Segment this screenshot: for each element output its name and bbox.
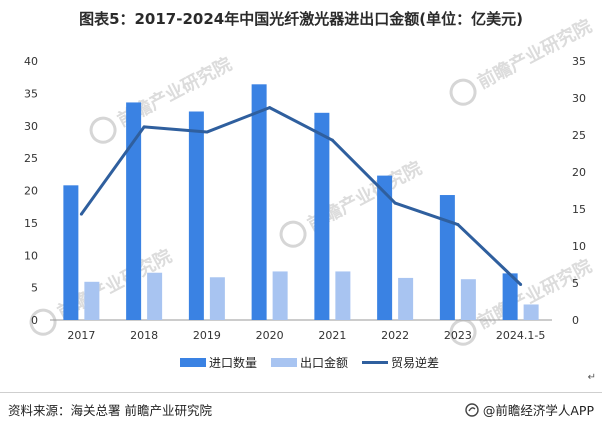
y-right-tick-label: 0 bbox=[572, 314, 579, 327]
y-left-tick-label: 40 bbox=[24, 55, 38, 68]
legend-item-import: 进口数量 bbox=[180, 354, 257, 371]
watermark-logo-icon bbox=[29, 308, 57, 336]
y-right-tick-label: 30 bbox=[572, 92, 586, 105]
source-note: 资料来源：海关总署 前瞻产业研究院 bbox=[8, 403, 212, 418]
watermark-logo-icon bbox=[449, 78, 477, 106]
x-tick-label: 2019 bbox=[193, 329, 221, 342]
export-bar bbox=[335, 271, 351, 320]
y-right-tick-label: 5 bbox=[572, 277, 579, 290]
y-right-tick-label: 20 bbox=[572, 166, 586, 179]
import-bar bbox=[314, 112, 330, 320]
y-right-tick-label: 10 bbox=[572, 240, 586, 253]
y-right-tick-label: 15 bbox=[572, 203, 586, 216]
brand-logo-icon bbox=[465, 402, 479, 417]
import-bar bbox=[251, 84, 267, 320]
axes-layer: 0 5 10 15 20 25 30 35 40 0 5 10 15 20 25 30 35 2017 2018 20… bbox=[24, 55, 586, 342]
x-tick-label: 2021 bbox=[318, 329, 346, 342]
import-bar bbox=[377, 175, 393, 320]
deficit-point bbox=[142, 125, 146, 129]
y-left-tick-label: 20 bbox=[24, 185, 38, 198]
x-tick-label: 2023 bbox=[444, 329, 472, 342]
export-bar bbox=[147, 272, 163, 320]
import-bar bbox=[126, 102, 142, 320]
y-right-tick-label: 25 bbox=[572, 129, 586, 142]
watermark-logo-icon bbox=[449, 318, 477, 346]
legend-item-deficit: 贸易逆差 bbox=[362, 354, 439, 371]
export-bar bbox=[209, 277, 225, 320]
x-tick-label: 2020 bbox=[256, 329, 284, 342]
legend-swatch-deficit bbox=[362, 361, 388, 364]
y-left-tick-label: 10 bbox=[24, 249, 38, 262]
export-bar bbox=[272, 271, 288, 320]
deficit-point bbox=[519, 282, 523, 286]
export-bar bbox=[84, 281, 100, 320]
y-left-tick-label: 35 bbox=[24, 87, 38, 100]
brand-credit: @前瞻经济学人APP bbox=[465, 400, 594, 419]
deficit-point bbox=[205, 130, 209, 134]
return-mark-icon: ↵ bbox=[587, 372, 596, 383]
import-bar bbox=[188, 111, 204, 320]
footer-divider bbox=[0, 392, 602, 393]
y-right-tick-label: 35 bbox=[572, 55, 586, 68]
x-tick-label: 2022 bbox=[381, 329, 409, 342]
watermark-logo-icon bbox=[279, 220, 307, 248]
deficit-point bbox=[393, 201, 397, 205]
import-bar bbox=[63, 185, 79, 320]
legend-label-import: 进口数量 bbox=[209, 356, 258, 370]
chart-title: 图表5：2017-2024年中国光纤激光器进出口金额(单位：亿美元) bbox=[79, 10, 523, 28]
deficit-point bbox=[330, 138, 334, 142]
legend-label-export: 出口金额 bbox=[300, 356, 349, 370]
legend-item-export: 出口金额 bbox=[271, 354, 348, 371]
export-bar bbox=[523, 304, 539, 320]
deficit-point bbox=[79, 212, 83, 216]
x-tick-label: 2018 bbox=[130, 329, 158, 342]
export-bar bbox=[460, 279, 476, 320]
y-left-tick-label: 5 bbox=[31, 282, 38, 295]
x-tick-label: 2017 bbox=[67, 329, 95, 342]
watermark: 前瞻产业研究院 bbox=[89, 53, 235, 144]
watermark-logo-icon bbox=[89, 116, 117, 144]
deficit-point bbox=[268, 106, 272, 110]
legend-swatch-import bbox=[180, 358, 206, 367]
y-left-tick-label: 25 bbox=[24, 152, 38, 165]
deficit-line bbox=[80, 106, 522, 286]
deficit-point bbox=[456, 223, 460, 227]
y-left-tick-label: 30 bbox=[24, 120, 38, 133]
line-layer bbox=[79, 106, 523, 286]
legend-swatch-export bbox=[271, 358, 297, 367]
bars-layer bbox=[63, 84, 539, 320]
watermark: 前瞻产业研究院 bbox=[279, 157, 425, 248]
import-bar bbox=[502, 273, 518, 320]
import-bar bbox=[439, 195, 455, 320]
y-left-tick-label: 0 bbox=[31, 314, 38, 327]
legend: 进口数量 出口金额 贸易逆差 bbox=[0, 354, 602, 370]
export-bar bbox=[398, 277, 414, 320]
x-tick-label: 2024.1-5 bbox=[496, 329, 545, 342]
y-left-tick-label: 15 bbox=[24, 217, 38, 230]
brand-label: @前瞻经济学人APP bbox=[482, 403, 594, 418]
legend-label-deficit: 贸易逆差 bbox=[391, 356, 440, 370]
